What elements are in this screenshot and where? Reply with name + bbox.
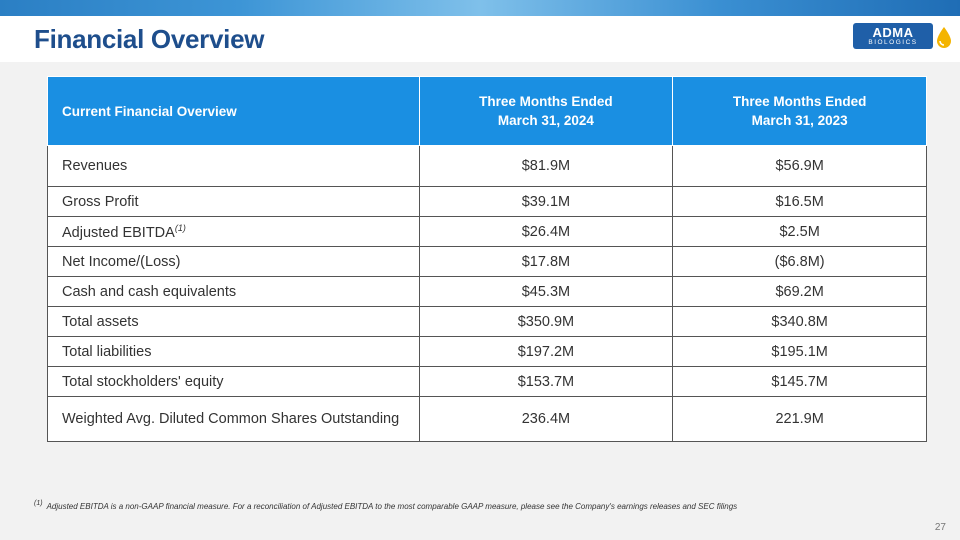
value-cell-2024: $153.7M xyxy=(418,366,674,397)
value-cell-2024: $26.4M xyxy=(418,216,674,247)
row-label: Total liabilities xyxy=(47,336,420,367)
footnote-marker: (1) xyxy=(34,500,43,507)
table-row: Total assets $350.9M $340.8M xyxy=(47,306,927,337)
row-label: Adjusted EBITDA(1) xyxy=(47,216,420,247)
top-decorative-band xyxy=(0,0,960,16)
row-label: Weighted Avg. Diluted Common Shares Outs… xyxy=(47,396,420,442)
header-2023: Three Months Ended March 31, 2023 xyxy=(672,76,927,146)
value-cell-2023: $195.1M xyxy=(672,336,927,367)
value-cell-2024: $81.9M xyxy=(418,145,674,187)
header-label: Current Financial Overview xyxy=(47,76,420,146)
row-label: Net Income/(Loss) xyxy=(47,246,420,277)
table-row: Weighted Avg. Diluted Common Shares Outs… xyxy=(47,396,927,442)
row-label: Total assets xyxy=(47,306,420,337)
table-body: Revenues $81.9M $56.9M Gross Profit $39.1M $1… xyxy=(47,145,927,442)
table-row: Total stockholders' equity $153.7M $145.7M xyxy=(47,366,927,397)
row-label: Gross Profit xyxy=(47,186,420,217)
value-cell-2023: ($6.8M) xyxy=(672,246,927,277)
value-cell-2023: $69.2M xyxy=(672,276,927,307)
value-cell-2024: $39.1M xyxy=(418,186,674,217)
value-cell-2024: $197.2M xyxy=(418,336,674,367)
slide-header: Financial Overview ADMA BIOLOGICS xyxy=(0,16,960,62)
page-number: 27 xyxy=(934,522,946,533)
financial-table: Current Financial Overview Three Months … xyxy=(47,76,927,442)
table-row: Total liabilities $197.2M $195.1M xyxy=(47,336,927,367)
logo-line1: ADMA xyxy=(872,25,914,40)
header-2024: Three Months Ended March 31, 2024 xyxy=(418,76,674,146)
value-cell-2024: 236.4M xyxy=(418,396,674,442)
page-title: Financial Overview xyxy=(34,24,265,54)
logo-line2: BIOLOGICS xyxy=(868,39,918,46)
value-cell-2023: $2.5M xyxy=(672,216,927,247)
row-label: Revenues xyxy=(47,145,420,187)
drop-icon xyxy=(937,27,951,48)
row-label: Cash and cash equivalents xyxy=(47,276,420,307)
company-logo: ADMA BIOLOGICS xyxy=(853,23,955,51)
value-cell-2024: $17.8M xyxy=(418,246,674,277)
value-cell-2024: $45.3M xyxy=(418,276,674,307)
value-cell-2023: $145.7M xyxy=(672,366,927,397)
logo-box xyxy=(853,23,933,49)
footnote: (1) Adjusted EBITDA is a non-GAAP financi… xyxy=(34,500,738,511)
value-cell-2023: $16.5M xyxy=(672,186,927,217)
table-row: Revenues $81.9M $56.9M xyxy=(47,145,927,187)
value-cell-2023: $56.9M xyxy=(672,145,927,187)
value-cell-2024: $350.9M xyxy=(418,306,674,337)
footnote-ref: (1) xyxy=(174,222,186,233)
value-cell-2023: $340.8M xyxy=(672,306,927,337)
row-label: Total stockholders' equity xyxy=(47,366,420,397)
table-row: Gross Profit $39.1M $16.5M xyxy=(47,186,927,217)
table-row: Cash and cash equivalents $45.3M $69.2M xyxy=(47,276,927,307)
footnote-text: Adjusted EBITDA is a non-GAAP financial … xyxy=(46,502,738,511)
value-cell-2023: 221.9M xyxy=(672,396,927,442)
table-header-row: Current Financial Overview Three Months … xyxy=(47,76,927,146)
table-row: Adjusted EBITDA(1) $26.4M $2.5M xyxy=(47,216,927,247)
table-row: Net Income/(Loss) $17.8M ($6.8M) xyxy=(47,246,927,277)
